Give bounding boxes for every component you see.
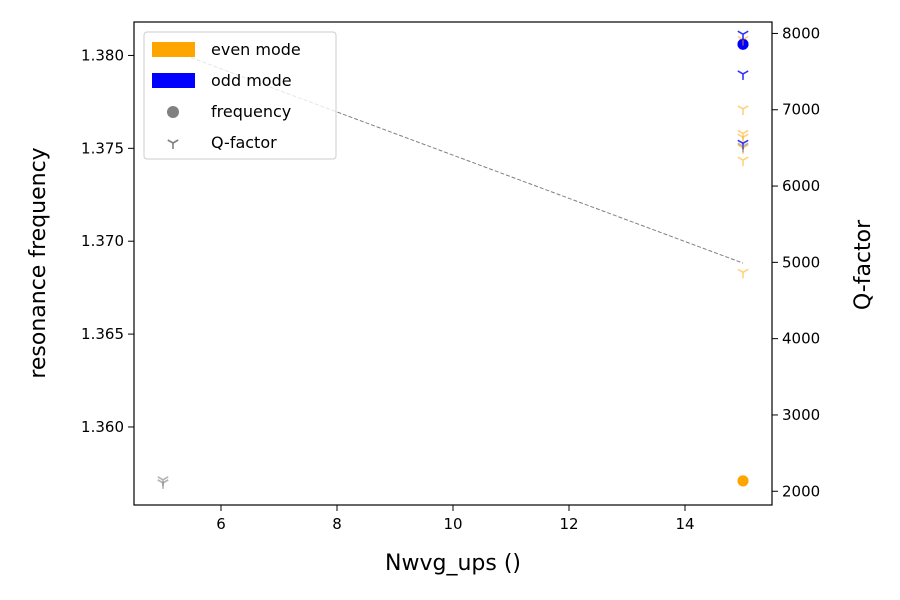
- y-right-tick-label: 7000: [782, 101, 820, 119]
- x-tick-label: 8: [332, 515, 342, 533]
- legend-swatch: [167, 106, 179, 118]
- y-right-tick-label: 6000: [782, 177, 820, 195]
- y-right-axis-title: Q-factor: [851, 219, 876, 310]
- x-tick-label: 10: [443, 515, 462, 533]
- y-left-tick-label: 1.375: [81, 139, 124, 157]
- q-factor-even-point: [737, 105, 749, 115]
- legend-item: odd mode: [152, 71, 292, 90]
- ticks-layer: 6 8 10 12 14 1.360 1.365 1.370 1.375 1.380 2000 300…: [81, 24, 820, 533]
- legend-item: Q-factor: [167, 133, 277, 152]
- y-left-tick-label: 1.380: [81, 46, 124, 64]
- q-factor-odd-point: [737, 70, 749, 80]
- y-right-tick-label: 5000: [782, 253, 820, 271]
- q-factor-even-point: [737, 133, 749, 144]
- y-right-tick-label: 8000: [782, 24, 820, 42]
- q-factor-gray-point: [157, 479, 169, 489]
- q-factor-even-point: [737, 35, 749, 46]
- frequency-even-point: [737, 475, 749, 487]
- legend: even mode odd mode frequency Q-factor: [143, 31, 337, 160]
- legend-item: frequency: [167, 102, 291, 121]
- legend-swatch: [152, 73, 195, 88]
- q-factor-even-point: [737, 268, 749, 279]
- y-right-tick-label: 4000: [782, 330, 820, 348]
- q-factor-gray-point: [737, 142, 749, 153]
- y-left-tick-label: 1.360: [81, 418, 124, 436]
- x-tick-label: 6: [216, 515, 226, 533]
- legend-label: Q-factor: [211, 133, 277, 152]
- legend-label: frequency: [211, 102, 291, 121]
- q-factor-even-point: [737, 156, 749, 167]
- legend-swatch: [152, 42, 195, 57]
- legend-box: [143, 31, 337, 160]
- y-left-tick-label: 1.370: [81, 232, 124, 250]
- x-tick-label: 12: [559, 515, 578, 533]
- legend-swatch: [167, 139, 179, 149]
- y-left-axis-title: resonance frequency: [26, 147, 51, 378]
- y-left-tick-label: 1.365: [81, 325, 124, 343]
- y-right-tick-label: 3000: [782, 406, 820, 424]
- legend-item: even mode: [152, 40, 301, 59]
- y-right-tick-label: 2000: [782, 482, 820, 500]
- legend-label: odd mode: [211, 71, 292, 90]
- x-tick-label: 14: [675, 515, 694, 533]
- q-factor-odd-point: [737, 30, 749, 41]
- legend-label: even mode: [211, 40, 301, 59]
- x-axis-title: Nwvg_ups (): [385, 551, 521, 576]
